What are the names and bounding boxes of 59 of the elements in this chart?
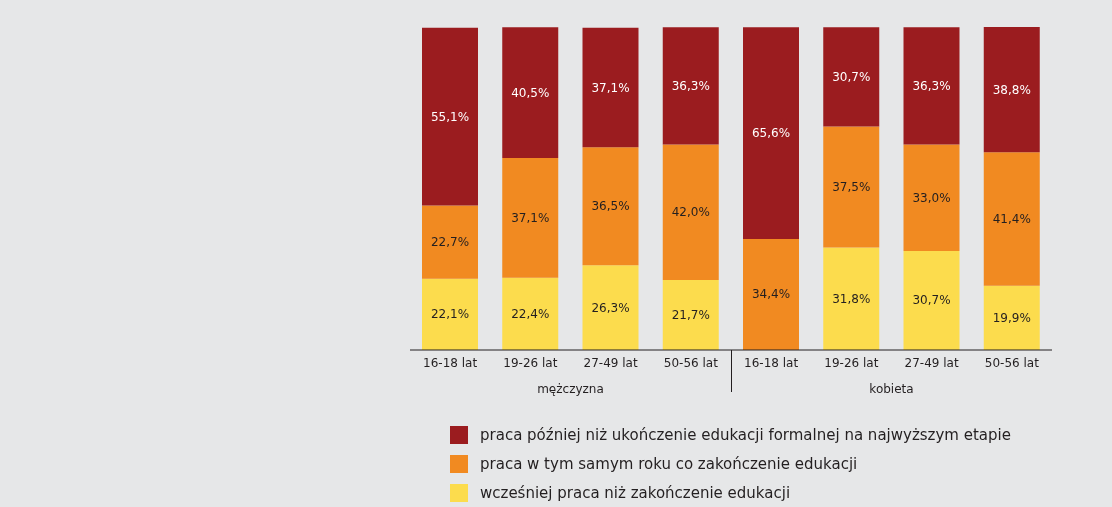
data-label: 26,3% xyxy=(591,300,630,315)
bar xyxy=(502,27,559,159)
bar xyxy=(823,27,880,127)
data-label: 22,1% xyxy=(430,307,470,322)
data-label: 38,8% xyxy=(992,82,1031,97)
legend-label: praca w tym samym roku co zakończenie edukacji xyxy=(480,454,858,473)
data-label: 30,7% xyxy=(912,293,951,308)
bar xyxy=(983,285,1040,350)
data-label: 33,0% xyxy=(912,190,951,205)
bar xyxy=(743,27,799,239)
bar xyxy=(662,279,719,350)
data-label: 42,0% xyxy=(671,205,710,220)
data-label: 22,4% xyxy=(511,306,550,321)
bar xyxy=(743,239,799,350)
bar xyxy=(983,152,1040,286)
data-label: 36,3% xyxy=(671,78,710,93)
data-label: 37,1% xyxy=(511,210,550,225)
text: kobieta xyxy=(868,382,915,396)
bar xyxy=(983,27,1040,153)
bar xyxy=(582,147,639,266)
bar xyxy=(422,27,478,206)
bar xyxy=(502,158,559,278)
data-label: 22,7% xyxy=(430,235,470,250)
data-label: 41,4% xyxy=(992,211,1031,226)
data-label: 55,1% xyxy=(430,109,470,124)
x-tick-label: 27-49 lat xyxy=(583,355,638,370)
x-tick-label: 50-56 lat xyxy=(984,355,1040,370)
bar xyxy=(662,144,719,280)
bar xyxy=(422,278,478,350)
text: mężczyzna xyxy=(536,382,605,396)
bar xyxy=(903,27,960,145)
data-label: 40,5% xyxy=(511,85,550,100)
data-label: 34,4% xyxy=(751,287,791,302)
bar xyxy=(582,27,639,148)
bar xyxy=(422,205,478,279)
bar xyxy=(903,144,960,251)
data-label: 30,7% xyxy=(832,69,871,84)
legend-label: praca później niż ukończenie edukacji formalnej na najwyższym etapie xyxy=(480,425,1011,444)
legend-label: wcześniej praca niż zakończenie edukacji xyxy=(480,483,791,502)
x-tick-label: 19-26 lat xyxy=(503,355,558,370)
data-label: 19,9% xyxy=(992,310,1031,325)
data-label: 65,6% xyxy=(751,126,791,141)
x-tick-label: 27-49 lat xyxy=(904,355,959,370)
bar xyxy=(823,247,880,350)
bar xyxy=(823,126,880,248)
x-tick-label: 19-26 lat xyxy=(824,355,879,370)
data-label: 31,8% xyxy=(832,291,871,306)
data-label: 36,3% xyxy=(912,78,951,93)
bar xyxy=(662,27,719,145)
data-label: 36,5% xyxy=(591,199,630,214)
bar xyxy=(582,265,639,350)
bar xyxy=(502,277,559,350)
data-label: 37,1% xyxy=(591,80,630,95)
data-label: 37,5% xyxy=(832,179,871,194)
data-label: 21,7% xyxy=(671,307,710,322)
bar xyxy=(903,250,960,350)
x-tick-label: 50-56 lat xyxy=(663,355,719,370)
x-tick-label: 16-18 lat xyxy=(744,355,799,370)
x-tick-label: 16-18 lat xyxy=(423,355,478,370)
